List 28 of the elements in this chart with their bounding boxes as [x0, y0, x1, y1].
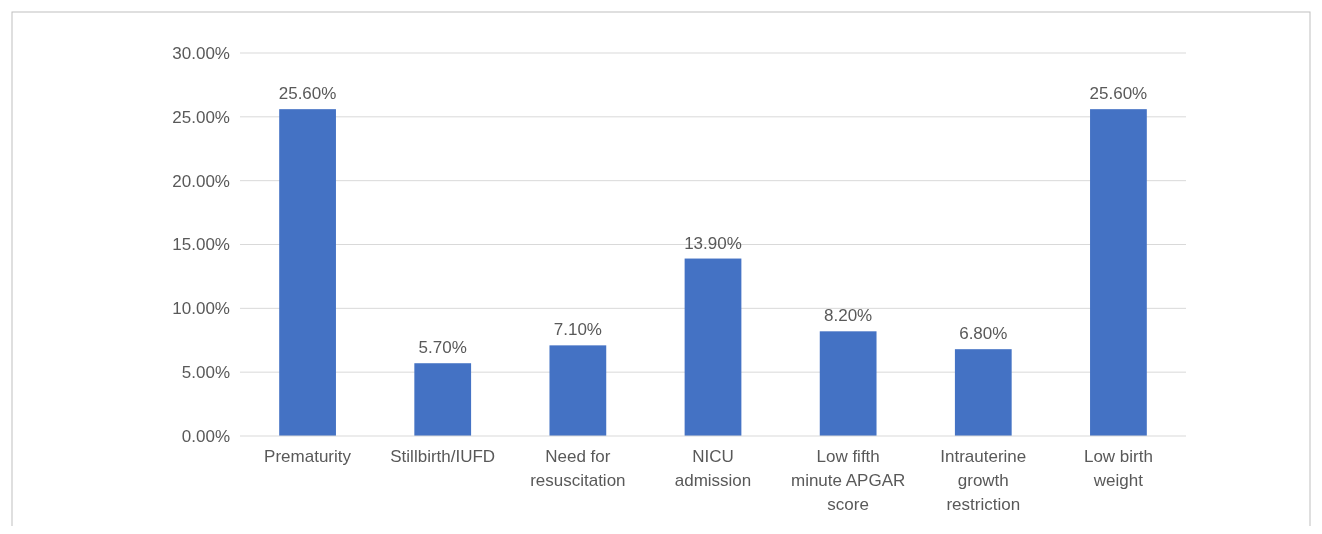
y-tick-label: 5.00%: [181, 363, 230, 383]
x-tick-label: Stillbirth/IUFD: [390, 447, 496, 466]
x-tick-label: Intrauterine growth restriction: [940, 447, 1027, 514]
data-label: 6.80%: [959, 324, 1008, 344]
y-tick-label: 25.00%: [172, 107, 230, 127]
y-tick-label: 15.00%: [172, 235, 230, 255]
bar: [819, 331, 877, 436]
y-tick-label: 0.00%: [181, 426, 230, 446]
x-tick-label: Low fifth minute APGAR score: [790, 447, 906, 514]
x-tick-label: Need for resuscitation: [530, 447, 626, 490]
bar: [549, 345, 607, 436]
y-tick-label: 20.00%: [172, 171, 230, 191]
data-label: 7.10%: [553, 320, 602, 340]
data-label: 25.60%: [1089, 84, 1148, 104]
data-label: 8.20%: [824, 306, 873, 326]
x-tick-label: NICU admission: [674, 447, 752, 490]
x-tick-label: Prematurity: [264, 447, 352, 466]
data-label: 5.70%: [418, 338, 467, 358]
data-label: 25.60%: [278, 84, 337, 104]
y-tick-label: 10.00%: [172, 299, 230, 319]
x-tick-label: Low birth weight: [1083, 447, 1153, 490]
bar: [414, 363, 472, 436]
bar: [279, 109, 336, 436]
data-label: 13.90%: [684, 233, 742, 253]
bar: [684, 258, 742, 436]
bar: [954, 349, 1012, 436]
y-tick-label: 30.00%: [172, 43, 230, 63]
bar: [1090, 109, 1147, 436]
